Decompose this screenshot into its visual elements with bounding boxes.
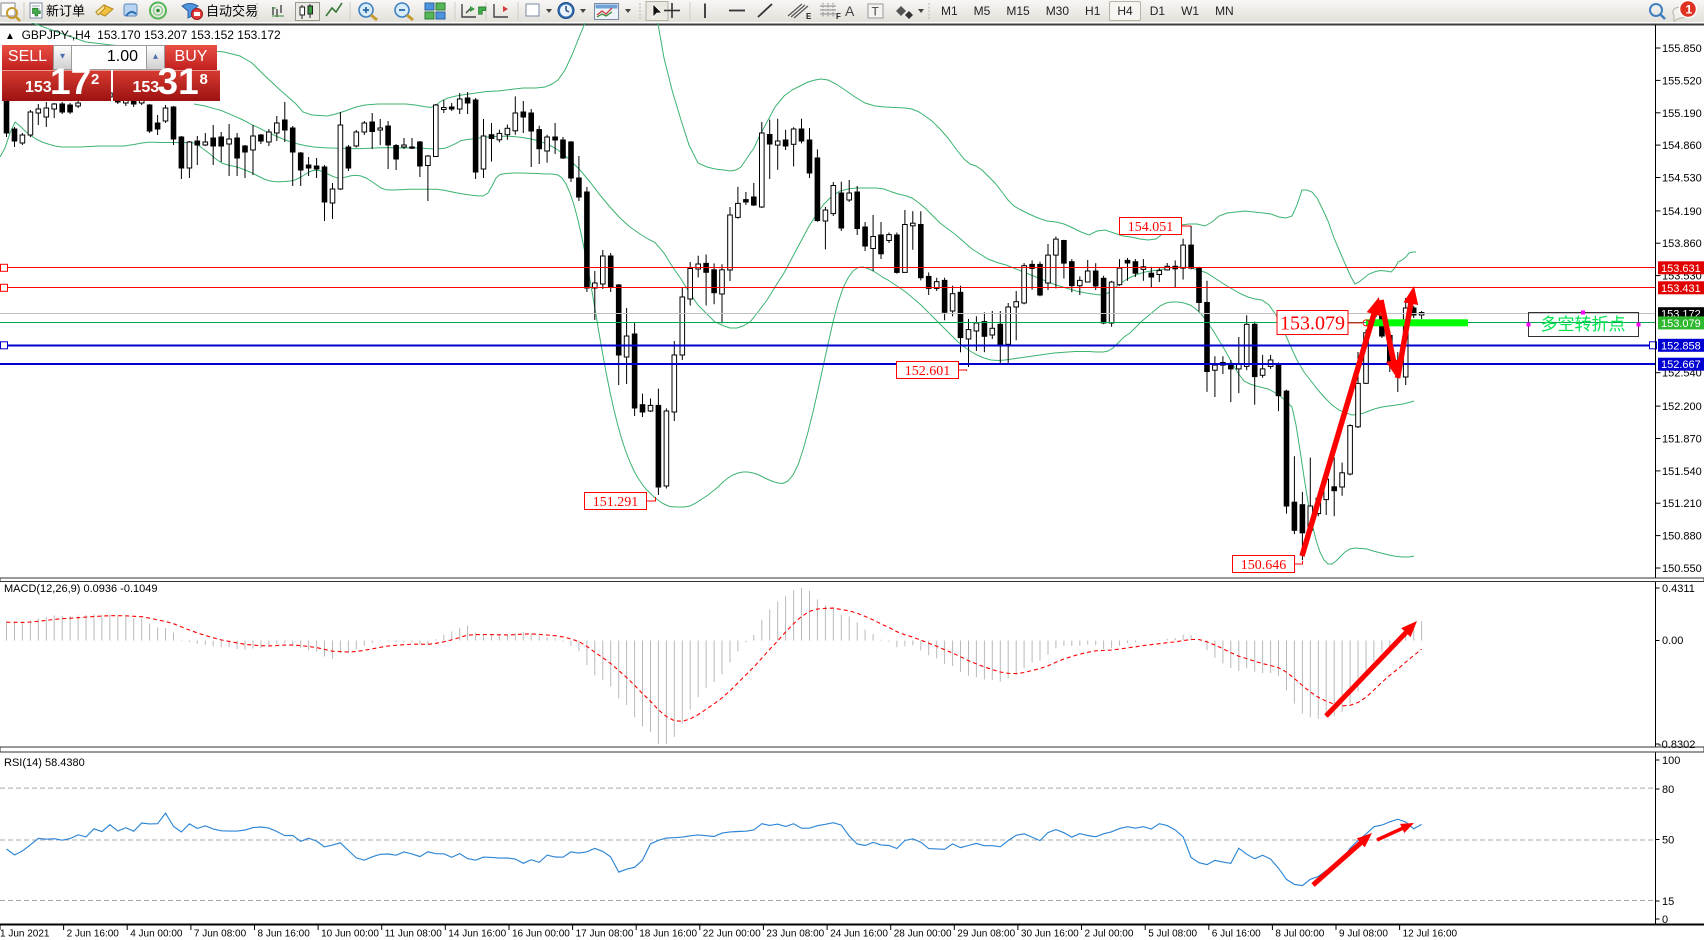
svg-text:153.860: 153.860 — [1662, 238, 1702, 250]
svg-text:17 Jun 08:00: 17 Jun 08:00 — [576, 929, 634, 940]
svg-text:154.530: 154.530 — [1662, 173, 1702, 185]
svg-text:154.190: 154.190 — [1662, 206, 1702, 218]
svg-text:151.210: 151.210 — [1662, 498, 1702, 510]
svg-text:155.520: 155.520 — [1662, 75, 1702, 87]
svg-text:50: 50 — [1662, 835, 1674, 847]
svg-text:0.00: 0.00 — [1662, 635, 1683, 647]
svg-text:100: 100 — [1662, 755, 1680, 767]
svg-text:4 Jun 00:00: 4 Jun 00:00 — [130, 929, 183, 940]
svg-text:80: 80 — [1662, 784, 1674, 796]
svg-text:152.667: 152.667 — [1661, 359, 1701, 371]
svg-text:153.631: 153.631 — [1661, 263, 1701, 275]
svg-text:24 Jun 16:00: 24 Jun 16:00 — [830, 929, 888, 940]
svg-text:152.858: 152.858 — [1661, 340, 1701, 352]
svg-text:15: 15 — [1662, 896, 1674, 908]
svg-text:155.850: 155.850 — [1662, 43, 1702, 55]
svg-text:9 Jul 08:00: 9 Jul 08:00 — [1339, 929, 1388, 940]
svg-text:16 Jun 00:00: 16 Jun 00:00 — [512, 929, 570, 940]
svg-text:10 Jun 00:00: 10 Jun 00:00 — [321, 929, 379, 940]
svg-text:E: E — [806, 12, 812, 21]
svg-text:1 Jun 2021: 1 Jun 2021 — [0, 929, 50, 940]
svg-text:14 Jun 16:00: 14 Jun 16:00 — [448, 929, 506, 940]
svg-text:8 Jul 00:00: 8 Jul 00:00 — [1275, 929, 1324, 940]
svg-text:T: T — [872, 5, 880, 19]
svg-text:152.200: 152.200 — [1662, 401, 1702, 413]
svg-text:18 Jun 16:00: 18 Jun 16:00 — [639, 929, 697, 940]
svg-text:154.860: 154.860 — [1662, 140, 1702, 152]
svg-text:8 Jun 16:00: 8 Jun 16:00 — [258, 929, 311, 940]
svg-text:151.291: 151.291 — [593, 495, 639, 510]
svg-text:155.190: 155.190 — [1662, 108, 1702, 120]
svg-text:0.4311: 0.4311 — [1662, 583, 1695, 595]
svg-text:29 Jun 08:00: 29 Jun 08:00 — [957, 929, 1015, 940]
svg-text:151.540: 151.540 — [1662, 466, 1702, 478]
svg-text:30 Jun 16:00: 30 Jun 16:00 — [1021, 929, 1079, 940]
svg-text:151.870: 151.870 — [1662, 434, 1702, 446]
svg-text:2 Jun 16:00: 2 Jun 16:00 — [67, 929, 120, 940]
svg-text:A: A — [845, 3, 855, 19]
svg-text:1: 1 — [1686, 3, 1693, 17]
svg-text:F: F — [836, 12, 841, 21]
svg-text:自动交易: 自动交易 — [206, 4, 258, 19]
svg-text:11 Jun 08:00: 11 Jun 08:00 — [385, 929, 443, 940]
svg-text:7 Jun 08:00: 7 Jun 08:00 — [194, 929, 247, 940]
svg-text:MACD(12,26,9) 0.0936 -0.1049: MACD(12,26,9) 0.0936 -0.1049 — [4, 583, 157, 595]
svg-text:0: 0 — [1662, 914, 1668, 926]
svg-text:23 Jun 08:00: 23 Jun 08:00 — [766, 929, 824, 940]
svg-text:22 Jun 00:00: 22 Jun 00:00 — [703, 929, 761, 940]
svg-text:154.051: 154.051 — [1128, 220, 1174, 235]
svg-text:新订单: 新订单 — [46, 4, 85, 19]
svg-text:-0.8302: -0.8302 — [1658, 739, 1695, 751]
svg-text:150.880: 150.880 — [1662, 531, 1702, 543]
svg-text:153.079: 153.079 — [1280, 313, 1345, 335]
svg-text:152.601: 152.601 — [905, 364, 951, 379]
svg-text:153.079: 153.079 — [1661, 318, 1701, 330]
svg-text:12 Jul 16:00: 12 Jul 16:00 — [1403, 929, 1458, 940]
svg-text:RSI(14) 58.4380: RSI(14) 58.4380 — [4, 757, 85, 769]
svg-text:28 Jun 00:00: 28 Jun 00:00 — [894, 929, 952, 940]
svg-text:5 Jul 08:00: 5 Jul 08:00 — [1148, 929, 1197, 940]
svg-text:150.646: 150.646 — [1241, 558, 1287, 573]
svg-text:多空转折点: 多空转折点 — [1541, 315, 1626, 334]
svg-text:150.550: 150.550 — [1662, 563, 1702, 575]
svg-text:153.431: 153.431 — [1661, 283, 1701, 295]
svg-text:6 Jul 16:00: 6 Jul 16:00 — [1212, 929, 1261, 940]
svg-text:2 Jul 00:00: 2 Jul 00:00 — [1085, 929, 1134, 940]
